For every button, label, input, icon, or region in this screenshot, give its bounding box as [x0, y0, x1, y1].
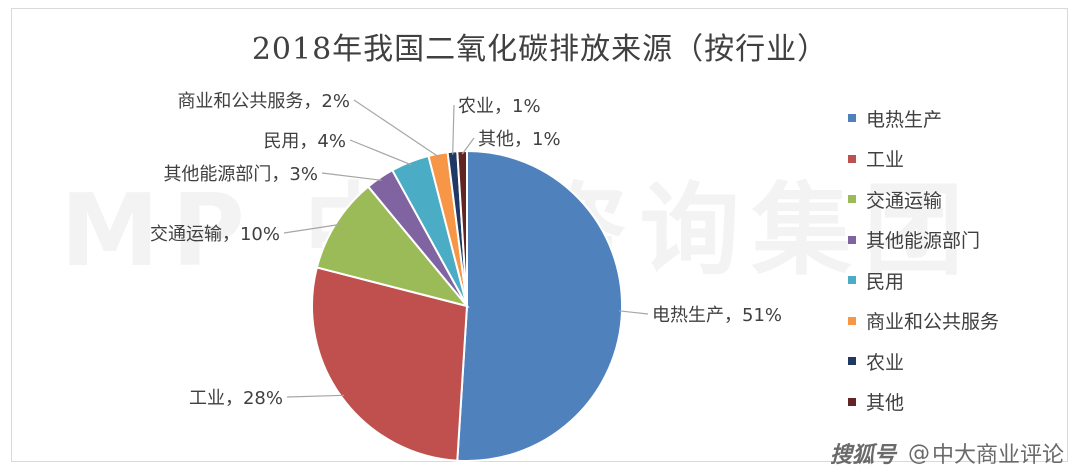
legend-label: 其他能源部门: [866, 230, 981, 253]
legend-item: 商业和公共服务: [848, 301, 1058, 342]
legend-label: 农业: [866, 351, 905, 374]
legend-item: 农业: [848, 341, 1058, 382]
legend-item: 交通运输: [848, 179, 1058, 220]
legend-item: 工业: [848, 139, 1058, 180]
data-label: 其他能源部门，3%: [163, 164, 318, 185]
leader-line: [353, 99, 439, 158]
data-label: 商业和公共服务，2%: [177, 91, 350, 112]
legend-label: 工业: [866, 149, 905, 172]
legend-label: 商业和公共服务: [866, 311, 1000, 334]
footer-at: @: [907, 440, 930, 466]
leader-lines: [283, 99, 649, 398]
data-label: 其他，1%: [478, 129, 561, 150]
footer-brand: 搜狐号: [829, 443, 896, 468]
pie-slice: [456, 149, 468, 307]
footer-account: 中大商业评论: [931, 443, 1064, 468]
leader-line: [286, 394, 345, 398]
legend-swatch: [848, 154, 856, 163]
pie-slice: [315, 185, 470, 308]
legend-label: 电热生产: [866, 108, 943, 131]
leader-line: [618, 310, 649, 315]
legend-item: 电热生产: [848, 98, 1058, 139]
data-label: 农业，1%: [458, 96, 541, 117]
leader-line: [321, 172, 382, 181]
legend: 电热生产工业交通运输其他能源部门 民用商业和公共服务 农业其他: [848, 98, 1058, 422]
leader-line: [461, 137, 475, 155]
legend-label: 交通运输: [866, 189, 943, 212]
data-label: 电热生产，51%: [652, 305, 782, 326]
legend-label: 其他: [866, 392, 905, 415]
pie-slice: [311, 266, 469, 462]
leader-line: [349, 139, 412, 166]
leader-line: [452, 104, 455, 155]
legend-item: 其他能源部门: [848, 220, 1058, 261]
legend-item: 民用: [848, 260, 1058, 301]
data-label: 民用，4%: [263, 131, 346, 152]
legend-swatch: [848, 316, 856, 325]
data-label: 工业，28%: [189, 388, 283, 409]
leader-line: [283, 224, 339, 234]
legend-swatch: [848, 114, 856, 123]
legend-swatch: [848, 195, 856, 204]
legend-label: 民用: [866, 270, 905, 293]
legend-item: 其他: [848, 382, 1058, 423]
footer: 搜狐号 @ 中大商业评论: [829, 438, 1064, 469]
chart-title: 2018年我国二氧化碳排放来源（按行业）: [251, 32, 829, 67]
pie-slices: [311, 149, 623, 462]
legend-swatch: [848, 397, 856, 406]
legend-swatch: [848, 276, 856, 285]
legend-swatch: [848, 235, 856, 244]
data-labels: 电热生产，51% 工业，28% 交通运输，10% 其他能源部门，3% 民用，4% 商业和公…: [150, 91, 782, 409]
data-label: 交通运输，10%: [150, 224, 280, 245]
legend-swatch: [848, 357, 856, 366]
pie-slice: [456, 149, 623, 462]
